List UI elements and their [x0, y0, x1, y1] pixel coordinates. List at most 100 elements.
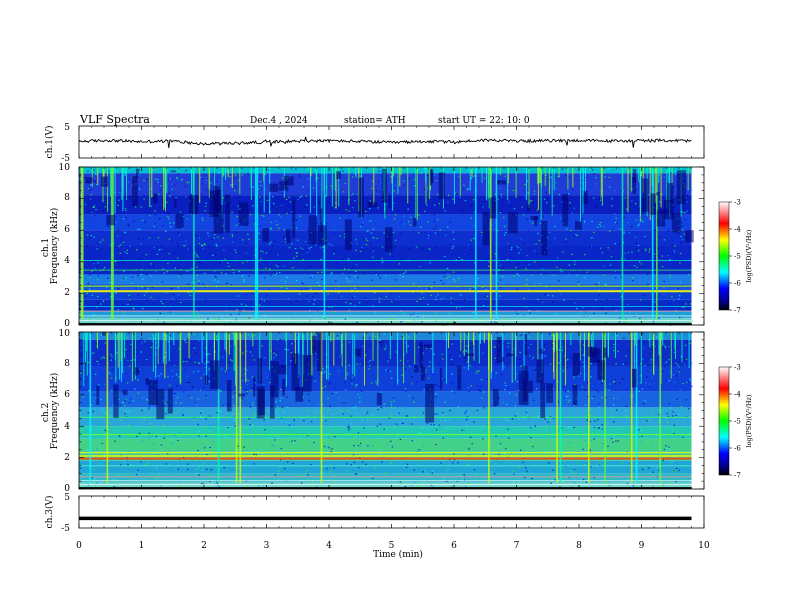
spectrogram-speckle [216, 339, 218, 341]
spectrogram-sferic [214, 332, 215, 360]
spectrogram-speckle [359, 363, 361, 365]
spectrogram-speckle [623, 263, 626, 265]
spectrogram-sferic [320, 332, 323, 483]
spectrogram-speckle [197, 370, 199, 372]
spectrogram-sferic [551, 167, 553, 216]
spectrogram-speckle [405, 200, 408, 202]
spectrogram-speckle [242, 449, 244, 452]
spectrogram-speckle [654, 345, 656, 347]
spectrogram-speckle [510, 245, 512, 247]
spectrogram-line [79, 484, 692, 486]
spectrogram-speckle [154, 178, 157, 180]
spectrogram-speckle [614, 270, 616, 272]
spectrogram-patch [524, 334, 527, 356]
spectrogram-speckle [217, 236, 219, 238]
spectrogram-sferic [269, 332, 271, 371]
spectrogram-speckle [668, 403, 671, 405]
spectrogram-speckle [247, 233, 249, 235]
spectrogram-speckle [225, 310, 228, 312]
spectrogram-speckle [149, 337, 151, 339]
spectrogram-speckle [124, 404, 126, 406]
spectrogram-speckle [288, 196, 290, 198]
spectrogram-speckle [403, 480, 405, 483]
spectrogram-speckle [534, 302, 537, 304]
spectrogram-speckle [361, 223, 364, 225]
spectrogram-speckle [89, 321, 91, 323]
spectrogram-speckle [481, 397, 483, 399]
spectrogram-speckle [353, 461, 356, 463]
spectrogram-speckle [390, 404, 393, 406]
spectrogram-speckle [652, 471, 654, 473]
spectrogram-speckle [690, 380, 692, 382]
spectrogram-speckle [571, 253, 573, 255]
spectrogram-speckle [483, 439, 485, 441]
spectrogram-speckle [580, 177, 583, 179]
spectrogram-speckle [240, 387, 242, 389]
spectrogram-sferic [227, 167, 229, 178]
spectrogram-speckle [407, 304, 410, 306]
spectrogram-speckle [584, 220, 586, 222]
spectrogram-sferic [491, 332, 493, 373]
spectrogram-speckle [222, 419, 224, 421]
spectrogram-speckle [473, 481, 475, 483]
spectrogram-speckle [439, 229, 441, 231]
spectrogram-speckle [413, 440, 415, 443]
spectrogram-speckle [109, 357, 111, 359]
spectrogram-speckle [663, 280, 665, 282]
spectrogram-speckle [638, 436, 640, 438]
spectrogram-speckle [381, 246, 384, 248]
spectrogram-speckle [309, 265, 312, 267]
spectrogram-speckle [484, 295, 486, 298]
spectrogram-speckle [320, 484, 323, 486]
spectrogram-speckle [584, 389, 587, 391]
spectrogram-speckle [626, 320, 629, 322]
spectrogram-speckle [198, 309, 200, 312]
spectrogram-speckle [676, 450, 678, 452]
spectrogram-speckle [618, 243, 621, 245]
ch2-colorbar: -3-4-5-6-7 log(PSD)(V²/Hz) [718, 364, 753, 480]
spectrogram-speckle [196, 254, 198, 256]
spectrogram-speckle [679, 301, 681, 303]
spectrogram-speckle [109, 282, 111, 284]
spectrogram-speckle [529, 249, 531, 251]
spectrogram-speckle [377, 406, 380, 409]
spectrogram-speckle [128, 225, 130, 227]
spectrogram-speckle [216, 321, 218, 323]
spectrogram-speckle [380, 344, 383, 346]
spectrogram-patch [388, 193, 391, 208]
spectrogram-speckle [630, 395, 632, 397]
spectrogram-speckle [372, 256, 374, 258]
spectrogram-speckle [677, 233, 680, 235]
spectrogram-speckle [372, 236, 374, 239]
spectrogram-speckle [674, 469, 676, 471]
spectrogram-speckle [391, 336, 393, 339]
spectrogram-speckle [203, 272, 205, 275]
spectrogram-speckle [564, 443, 566, 445]
spectrogram-speckle [517, 263, 520, 265]
spectrogram-speckle [244, 427, 246, 429]
spectrogram-speckle [505, 384, 507, 387]
spectrogram-speckle [413, 179, 416, 181]
spectrogram-speckle [647, 365, 649, 367]
spectrogram-speckle [289, 201, 292, 203]
spectrogram-speckle [581, 386, 583, 388]
spectrogram-speckle [132, 333, 135, 335]
spectrogram-speckle [564, 391, 566, 393]
spectrogram-speckle [597, 403, 600, 405]
spectrogram-speckle [408, 247, 410, 250]
spectrogram-speckle [205, 468, 208, 470]
spectrogram-sferic [473, 332, 475, 361]
spectrogram-speckle [173, 364, 176, 366]
spectrogram-speckle [298, 293, 301, 295]
spectrogram-speckle [513, 208, 516, 210]
spectrogram-speckle [439, 426, 441, 428]
spectrogram-speckle [94, 449, 96, 451]
spectrogram-speckle [686, 473, 688, 475]
spectrogram-speckle [518, 268, 520, 270]
spectrogram-speckle [448, 194, 450, 197]
spectrogram-speckle [649, 386, 651, 388]
spectrogram-speckle [610, 478, 613, 480]
spectrogram-speckle [449, 243, 451, 245]
spectrogram-speckle [568, 448, 570, 450]
